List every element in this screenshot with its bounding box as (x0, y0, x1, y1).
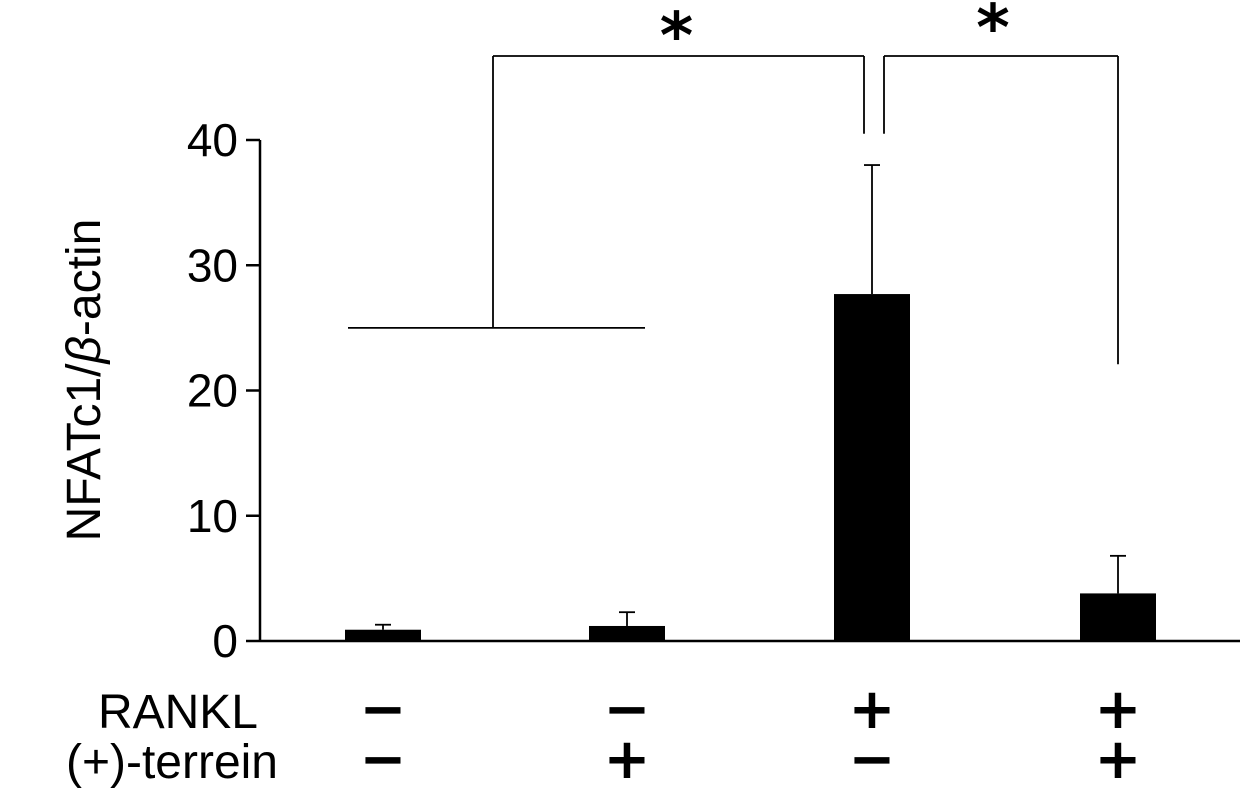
y-axis-title-part-3: -actin (58, 219, 111, 336)
bar (589, 625, 665, 641)
y-tick-label: 40 (187, 114, 238, 166)
condition-symbol: + (1095, 727, 1142, 792)
condition-label-terrein: (+)-terrein (66, 736, 278, 789)
y-axis-title-part-1: NFATc1/ (58, 363, 111, 541)
y-tick-label: 30 (187, 239, 238, 291)
significance-star: * (976, 0, 1009, 66)
bars (345, 294, 1156, 641)
error-bars (375, 164, 1126, 630)
bar (1080, 593, 1156, 641)
significance-brackets: * * (348, 0, 1119, 365)
condition-symbols: − − + +− + − + (360, 677, 1142, 792)
bar (834, 294, 910, 641)
y-tick-label: 10 (187, 490, 238, 542)
significance-star: * (660, 0, 693, 74)
condition-label-rankl: RANKL (98, 686, 258, 739)
y-tick-label: 0 (212, 615, 238, 667)
y-axis-title-beta: β (58, 336, 111, 365)
condition-symbol: − (360, 677, 407, 742)
bar (345, 629, 421, 641)
condition-symbol: + (1095, 677, 1142, 742)
y-ticks: 0 10 20 30 40 (187, 114, 260, 667)
condition-symbol: − (360, 727, 407, 792)
y-axis-title: NFATc1/β-actin (58, 219, 111, 542)
condition-symbol: − (604, 677, 651, 742)
condition-symbol: − (849, 727, 896, 792)
condition-symbol: + (604, 727, 651, 792)
condition-symbol: + (849, 677, 896, 742)
y-tick-label: 20 (187, 365, 238, 417)
